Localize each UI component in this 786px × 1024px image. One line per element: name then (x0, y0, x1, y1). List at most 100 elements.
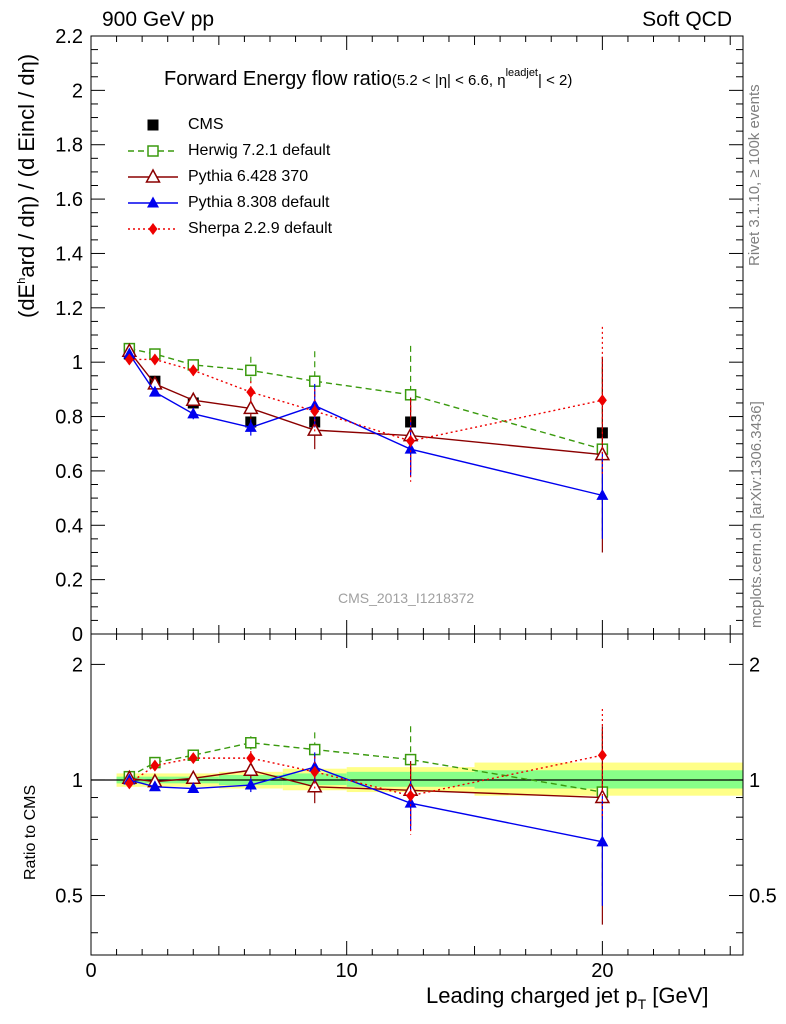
main-pythia6-series-point (243, 399, 259, 415)
x-axis-label-sub: T (637, 996, 647, 1012)
main-y-tick-label: 1.8 (55, 135, 83, 157)
plot-title-main: Forward Energy flow ratio (164, 68, 392, 90)
ratio-x-tick-label: 10 (336, 960, 358, 982)
ratio-pythia6-series-point (243, 761, 259, 777)
legend-entry: Pythia 6.428 370 (126, 164, 332, 190)
main-pythia6-series-line (128, 350, 603, 456)
rivet-version-label: Rivet 3.1.10, ≥ 100k events (746, 84, 763, 266)
main-herwig-series-point (245, 364, 257, 377)
main-y-tick-label: 0 (72, 624, 83, 646)
main-y-tick-label: 2 (72, 80, 83, 102)
ratio-y-tick-label: 0.5 (55, 886, 83, 908)
main-pythia8-series-point (244, 420, 257, 432)
y-axis-label-part-a: (dE (14, 283, 39, 318)
main-pythia8-series-point (596, 488, 609, 500)
ratio-sherpa-series-point (406, 789, 416, 802)
plot-title-condition-end: | < 2) (538, 72, 573, 89)
ratio-plot-panel: 0 10 20 0.5 0.5 1 1 2 2 (55, 633, 777, 982)
x-axis-label-part-a: Leading charged jet p (426, 983, 638, 1008)
y-axis-label: (dEhard / dη) / (d Eincl / dη) (14, 54, 40, 318)
ratio-sherpa-series-point (188, 752, 198, 765)
y-axis-label-part-b: ard / dη) / (d Eincl / dη) (14, 53, 39, 278)
x-axis-label: Leading charged jet pT [GeV] (426, 983, 709, 1012)
main-y-tick-label: 1.6 (55, 189, 83, 211)
legend-label: Pythia 6.428 370 (188, 168, 309, 185)
header-left-label: 900 GeV pp (102, 8, 215, 31)
main-pythia8-series-point (123, 347, 136, 359)
ratio-pythia8-series-point (244, 778, 257, 790)
main-sherpa-series-point (406, 435, 416, 448)
main-sherpa-series-point (597, 394, 607, 407)
legend-label: CMS (188, 116, 224, 133)
legend-swatch (128, 168, 178, 183)
main-y-tick-label: 1.4 (55, 243, 83, 265)
main-y-tick-label: 0.6 (55, 461, 83, 483)
main-y-tick-label: 0.2 (55, 570, 83, 592)
ratio-pythia8-series-point (187, 782, 200, 794)
legend-swatch (128, 223, 178, 235)
ratio-herwig-series-point (245, 737, 257, 749)
main-y-tick-label: 0.8 (55, 407, 83, 429)
main-pythia6-series-point (185, 391, 202, 406)
legend-entry: CMS (126, 112, 332, 138)
main-pythia8-series-point (187, 407, 200, 419)
plot-title-superscript: leadjet (505, 67, 538, 79)
ratio-y-tick-label-right: 0.5 (749, 886, 777, 908)
main-pythia8-series-point (148, 385, 161, 397)
mcplots-label: mcplots.cern.ch [arXiv:1306.3436] (748, 401, 765, 628)
ratio-x-tick-label: 20 (591, 960, 613, 982)
legend-swatch-marker (147, 145, 159, 157)
ratio-axis-label: Ratio to CMS (22, 784, 39, 880)
legend-swatch (128, 145, 178, 157)
legend-swatch-marker (147, 196, 159, 208)
main-pythia8-series-line (128, 353, 603, 497)
ratio-sherpa-series-point (597, 749, 607, 762)
y-axis-label-sup: h (16, 277, 28, 284)
legend-swatch-marker (147, 119, 159, 131)
ratio-y-tick-label: 1 (72, 770, 83, 792)
legend-swatch (147, 119, 159, 131)
ratio-sherpa-series-point (124, 777, 134, 790)
legend-label: Pythia 8.308 default (188, 194, 330, 211)
legend-entry: Pythia 8.308 default (126, 190, 332, 216)
header-right-label: Soft QCD (642, 8, 732, 31)
main-herwig-series-line (129, 347, 603, 450)
ratio-pythia8-series-point (596, 835, 609, 847)
ratio-x-tick-label: 0 (85, 960, 96, 982)
ratio-pythia8-series-point (148, 780, 161, 792)
ratio-sherpa-series-point (150, 759, 160, 772)
main-y-tick-label: 2.2 (55, 26, 83, 48)
ratio-y-tick-label-right: 1 (749, 770, 760, 792)
plot-title-condition: (5.2 < |η| < 6.6, η (391, 72, 506, 89)
main-plot-panel: 0 0.2 0.4 0.6 0.8 1 1.2 1.4 1.6 1.8 2 2.2 (55, 26, 744, 646)
legend: CMS Herwig 7.2.1 default Pythia 6.428 370 P… (126, 112, 332, 242)
main-y-tick-label: 0.4 (55, 515, 83, 537)
main-pythia6-series-point (306, 421, 323, 436)
main-pythia8-series-point (404, 442, 417, 454)
ratio-y-tick-label-right: 2 (749, 654, 760, 676)
x-axis-label-part-b: [GeV] (646, 983, 709, 1008)
ratio-sherpa-series-point (246, 752, 256, 765)
legend-entry: Sherpa 2.2.9 default (126, 216, 332, 242)
main-sherpa-series-point (246, 386, 256, 399)
legend-swatch-marker (145, 168, 161, 183)
legend-swatch (128, 196, 178, 208)
plot-title: Forward Energy flow ratio(5.2 < |η| < 6.… (164, 67, 573, 91)
analysis-watermark: CMS_2013_I1218372 (338, 590, 475, 606)
ratio-pythia6-series-point (306, 778, 323, 793)
main-sherpa-series-point (124, 353, 134, 366)
legend-swatch-marker (148, 223, 158, 235)
main-y-tick-label: 1.2 (55, 298, 83, 320)
main-sherpa-series-point (188, 364, 198, 377)
legend-entry: Herwig 7.2.1 default (126, 138, 332, 164)
ratio-sherpa-series-point (310, 765, 320, 778)
ratio-pythia8-series-point (404, 796, 417, 808)
main-sherpa-series-point (150, 353, 160, 366)
legend-label: Herwig 7.2.1 default (188, 142, 331, 159)
ratio-y-tick-label: 2 (72, 654, 83, 676)
legend-label: Sherpa 2.2.9 default (188, 220, 333, 237)
main-y-tick-label: 1 (72, 352, 83, 374)
ratio-frame (90, 633, 744, 956)
main-sherpa-series-point (310, 405, 320, 418)
